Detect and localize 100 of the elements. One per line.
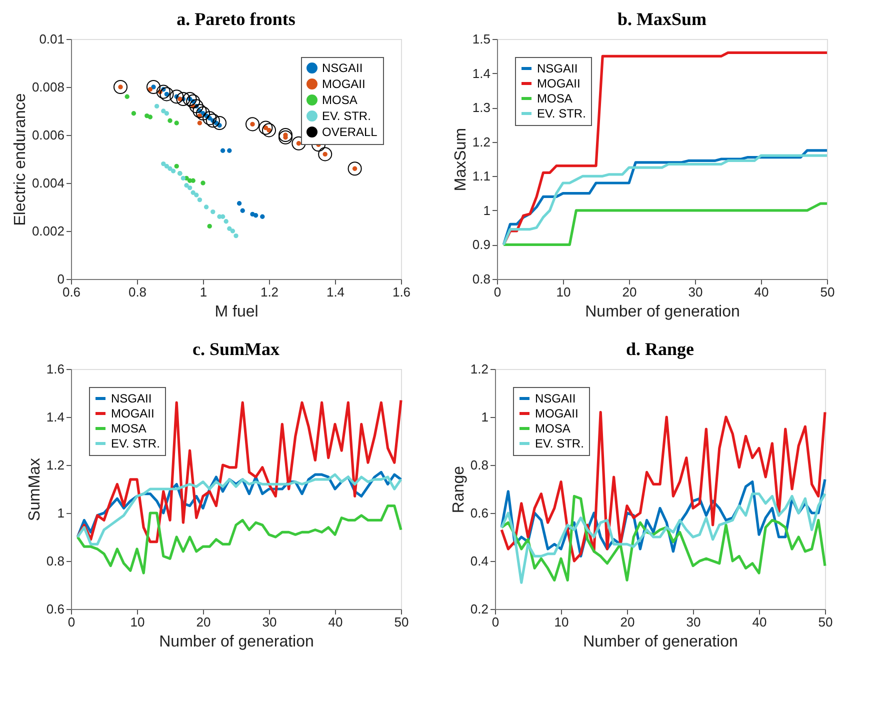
x-tick-label: 40: [328, 614, 343, 630]
point: [227, 148, 232, 153]
x-tick-label: 1: [200, 284, 208, 300]
y-tick-label: 1.5: [472, 32, 490, 46]
y-tick-label: 0.6: [470, 506, 488, 520]
x-axis-title: M fuel: [214, 304, 258, 320]
point: [196, 106, 210, 120]
x-tick-label: 40: [752, 614, 767, 630]
x-tick-label: 30: [686, 614, 701, 630]
y-tick-label: 0.2: [470, 602, 488, 616]
point: [348, 162, 362, 176]
x-tick-label: 50: [820, 284, 835, 300]
chart-title: d. Range: [626, 339, 694, 359]
point: [318, 147, 332, 162]
point: [160, 87, 174, 102]
x-tick-label: 30: [688, 284, 703, 300]
point: [234, 233, 238, 238]
legend-label: MOSA: [537, 92, 572, 106]
legend-label: MOGAII: [322, 77, 366, 91]
point: [174, 120, 179, 126]
y-tick-label: 0.4: [470, 554, 488, 568]
legend-label: EV. STR.: [322, 109, 371, 123]
x-tick-label: 10: [554, 614, 569, 630]
legend-label: MOSA: [535, 422, 570, 436]
x-tick-label: 50: [394, 614, 409, 630]
point: [224, 219, 228, 224]
point: [240, 208, 245, 213]
point: [206, 114, 220, 128]
point: [204, 204, 209, 210]
point: [190, 190, 196, 195]
point: [131, 111, 136, 116]
x-axis-title: Number of generation: [583, 634, 738, 650]
x-tick-label: 0: [68, 614, 76, 630]
y-tick-label: 1: [481, 410, 488, 424]
y-tick-label: 1.2: [472, 134, 490, 150]
point: [253, 213, 258, 218]
point: [164, 111, 170, 116]
point: [148, 87, 153, 92]
y-tick-label: 1.4: [46, 410, 64, 424]
chart-title: a. Pareto fronts: [176, 9, 296, 29]
y-tick-label: 0.6: [46, 602, 64, 616]
point: [192, 104, 207, 118]
point: [194, 192, 199, 198]
point: [168, 118, 172, 123]
x-tick-label: 20: [620, 614, 635, 630]
point: [236, 201, 242, 206]
x-tick-label: 0: [494, 284, 502, 300]
point: [113, 80, 128, 94]
point: [258, 120, 273, 135]
legend-label: MOGAII: [537, 76, 580, 90]
point: [210, 209, 216, 214]
point: [174, 164, 179, 169]
legend-label: NSGAII: [111, 392, 152, 406]
point: [146, 80, 161, 94]
y-tick-label: 0.8: [472, 272, 490, 286]
point: [161, 161, 166, 166]
line-series: [502, 202, 828, 246]
chart-title: b. MaxSum: [617, 9, 707, 29]
legend-label: MOGAII: [535, 406, 578, 420]
x-tick-label: 0.8: [128, 284, 147, 300]
legend-label: EV. STR.: [537, 106, 586, 120]
point: [161, 108, 166, 114]
point: [186, 94, 200, 108]
x-tick-label: 1.2: [260, 284, 279, 300]
y-tick-label: 1: [57, 506, 64, 520]
x-axis-title: Number of generation: [159, 634, 314, 650]
x-tick-label: 30: [262, 614, 277, 630]
legend-label: EV. STR.: [111, 436, 160, 450]
line-series: [500, 410, 826, 562]
point: [220, 148, 226, 153]
y-tick-label: 0: [57, 272, 64, 286]
legend-label: NSGAII: [535, 392, 576, 406]
x-tick-label: 10: [130, 614, 145, 630]
point: [189, 99, 204, 114]
point: [245, 117, 260, 132]
point: [180, 176, 186, 181]
point: [212, 116, 227, 130]
x-tick-label: 20: [622, 284, 637, 300]
point: [156, 84, 170, 99]
x-tick-label: 40: [754, 284, 769, 300]
point: [168, 166, 172, 171]
point: [197, 120, 202, 126]
y-tick-label: 0.8: [470, 458, 488, 472]
y-axis-title: Range: [450, 466, 468, 514]
point: [202, 111, 217, 126]
y-tick-label: 1.3: [472, 100, 490, 116]
point: [230, 228, 236, 234]
legend-label: MOSA: [111, 422, 146, 436]
point: [178, 96, 182, 102]
point: [207, 224, 212, 229]
point: [184, 183, 189, 188]
point: [170, 90, 184, 104]
legend-label: MOGAII: [111, 406, 154, 420]
point: [227, 226, 232, 231]
legend-label: OVERALL: [322, 125, 378, 139]
point: [182, 92, 197, 106]
y-tick-label: 1: [483, 202, 490, 218]
point: [170, 168, 176, 174]
y-tick-label: 0.9: [472, 237, 490, 252]
point: [197, 197, 202, 202]
